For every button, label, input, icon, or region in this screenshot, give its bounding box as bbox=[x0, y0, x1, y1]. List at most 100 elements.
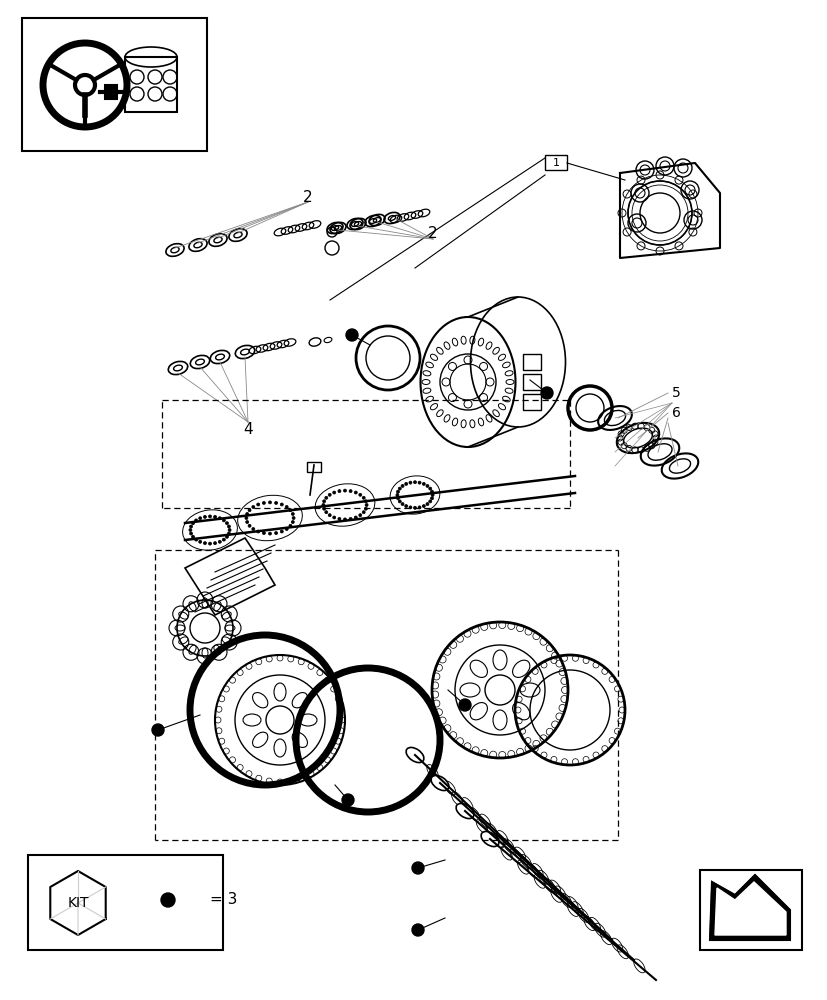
Circle shape bbox=[248, 509, 251, 512]
Polygon shape bbox=[184, 538, 275, 615]
Circle shape bbox=[428, 500, 431, 503]
Circle shape bbox=[291, 521, 294, 524]
Text: 2: 2 bbox=[428, 227, 437, 241]
Ellipse shape bbox=[456, 803, 473, 819]
Circle shape bbox=[256, 503, 260, 506]
Circle shape bbox=[292, 516, 294, 520]
Polygon shape bbox=[709, 875, 789, 940]
Bar bbox=[105, 85, 117, 99]
Circle shape bbox=[194, 519, 198, 522]
Circle shape bbox=[222, 538, 225, 541]
Circle shape bbox=[365, 504, 368, 506]
Circle shape bbox=[342, 794, 354, 806]
Circle shape bbox=[323, 507, 325, 510]
Circle shape bbox=[324, 496, 327, 499]
Circle shape bbox=[189, 528, 192, 532]
Circle shape bbox=[324, 511, 327, 514]
Circle shape bbox=[332, 516, 335, 519]
Ellipse shape bbox=[480, 831, 499, 847]
Circle shape bbox=[418, 506, 421, 509]
Circle shape bbox=[191, 522, 194, 525]
Circle shape bbox=[358, 514, 361, 517]
Text: 5: 5 bbox=[672, 386, 680, 400]
Circle shape bbox=[364, 500, 367, 503]
Polygon shape bbox=[715, 882, 785, 935]
Text: KIT: KIT bbox=[67, 896, 88, 910]
Text: 2: 2 bbox=[303, 190, 313, 205]
Circle shape bbox=[361, 511, 365, 514]
Circle shape bbox=[268, 501, 271, 504]
Circle shape bbox=[251, 505, 255, 508]
Circle shape bbox=[218, 517, 221, 520]
Circle shape bbox=[361, 496, 365, 499]
Circle shape bbox=[343, 489, 346, 492]
Circle shape bbox=[275, 532, 277, 535]
Circle shape bbox=[323, 500, 325, 503]
Circle shape bbox=[203, 542, 206, 545]
Text: 1: 1 bbox=[552, 158, 559, 168]
Bar bbox=[544, 155, 566, 170]
Circle shape bbox=[262, 501, 265, 504]
Circle shape bbox=[404, 482, 407, 485]
Circle shape bbox=[409, 481, 412, 484]
Circle shape bbox=[404, 505, 407, 508]
Bar bbox=[22, 18, 207, 151]
Circle shape bbox=[412, 924, 423, 936]
Circle shape bbox=[280, 503, 283, 506]
Circle shape bbox=[246, 512, 248, 515]
Circle shape bbox=[400, 484, 404, 487]
Circle shape bbox=[191, 535, 194, 538]
Circle shape bbox=[540, 387, 552, 399]
Circle shape bbox=[152, 724, 164, 736]
Circle shape bbox=[409, 506, 412, 509]
Text: 6: 6 bbox=[672, 406, 680, 420]
Circle shape bbox=[208, 515, 211, 518]
Circle shape bbox=[425, 503, 428, 506]
Circle shape bbox=[225, 535, 228, 538]
Circle shape bbox=[280, 530, 283, 533]
Circle shape bbox=[268, 532, 271, 535]
Circle shape bbox=[398, 487, 401, 490]
Circle shape bbox=[262, 532, 265, 535]
Circle shape bbox=[425, 484, 428, 487]
Circle shape bbox=[354, 516, 357, 519]
Circle shape bbox=[337, 490, 341, 493]
Circle shape bbox=[160, 893, 174, 907]
Circle shape bbox=[213, 515, 217, 518]
Circle shape bbox=[430, 490, 433, 493]
Bar bbox=[699, 870, 801, 950]
Circle shape bbox=[208, 542, 211, 545]
Circle shape bbox=[289, 509, 292, 512]
Circle shape bbox=[418, 481, 421, 484]
Circle shape bbox=[413, 481, 416, 484]
Circle shape bbox=[198, 540, 202, 543]
Circle shape bbox=[395, 493, 399, 496]
Circle shape bbox=[346, 329, 357, 341]
Circle shape bbox=[412, 862, 423, 874]
Circle shape bbox=[198, 517, 202, 520]
Text: = 3: = 3 bbox=[210, 892, 237, 907]
Circle shape bbox=[189, 532, 193, 535]
Circle shape bbox=[189, 525, 193, 528]
Circle shape bbox=[422, 505, 425, 508]
Circle shape bbox=[398, 500, 401, 503]
Circle shape bbox=[222, 519, 225, 522]
Circle shape bbox=[400, 503, 404, 506]
Bar bbox=[28, 855, 222, 950]
Circle shape bbox=[227, 532, 230, 535]
Circle shape bbox=[337, 517, 341, 520]
Circle shape bbox=[194, 538, 198, 541]
Circle shape bbox=[284, 505, 288, 508]
Circle shape bbox=[327, 493, 331, 496]
Circle shape bbox=[332, 491, 335, 494]
Circle shape bbox=[428, 487, 431, 490]
Circle shape bbox=[431, 493, 433, 496]
Circle shape bbox=[327, 514, 331, 517]
Ellipse shape bbox=[431, 775, 448, 791]
Circle shape bbox=[343, 518, 346, 521]
Bar bbox=[523, 394, 540, 410]
Circle shape bbox=[396, 490, 399, 493]
Circle shape bbox=[284, 528, 288, 531]
Circle shape bbox=[227, 528, 231, 532]
Circle shape bbox=[251, 528, 255, 531]
